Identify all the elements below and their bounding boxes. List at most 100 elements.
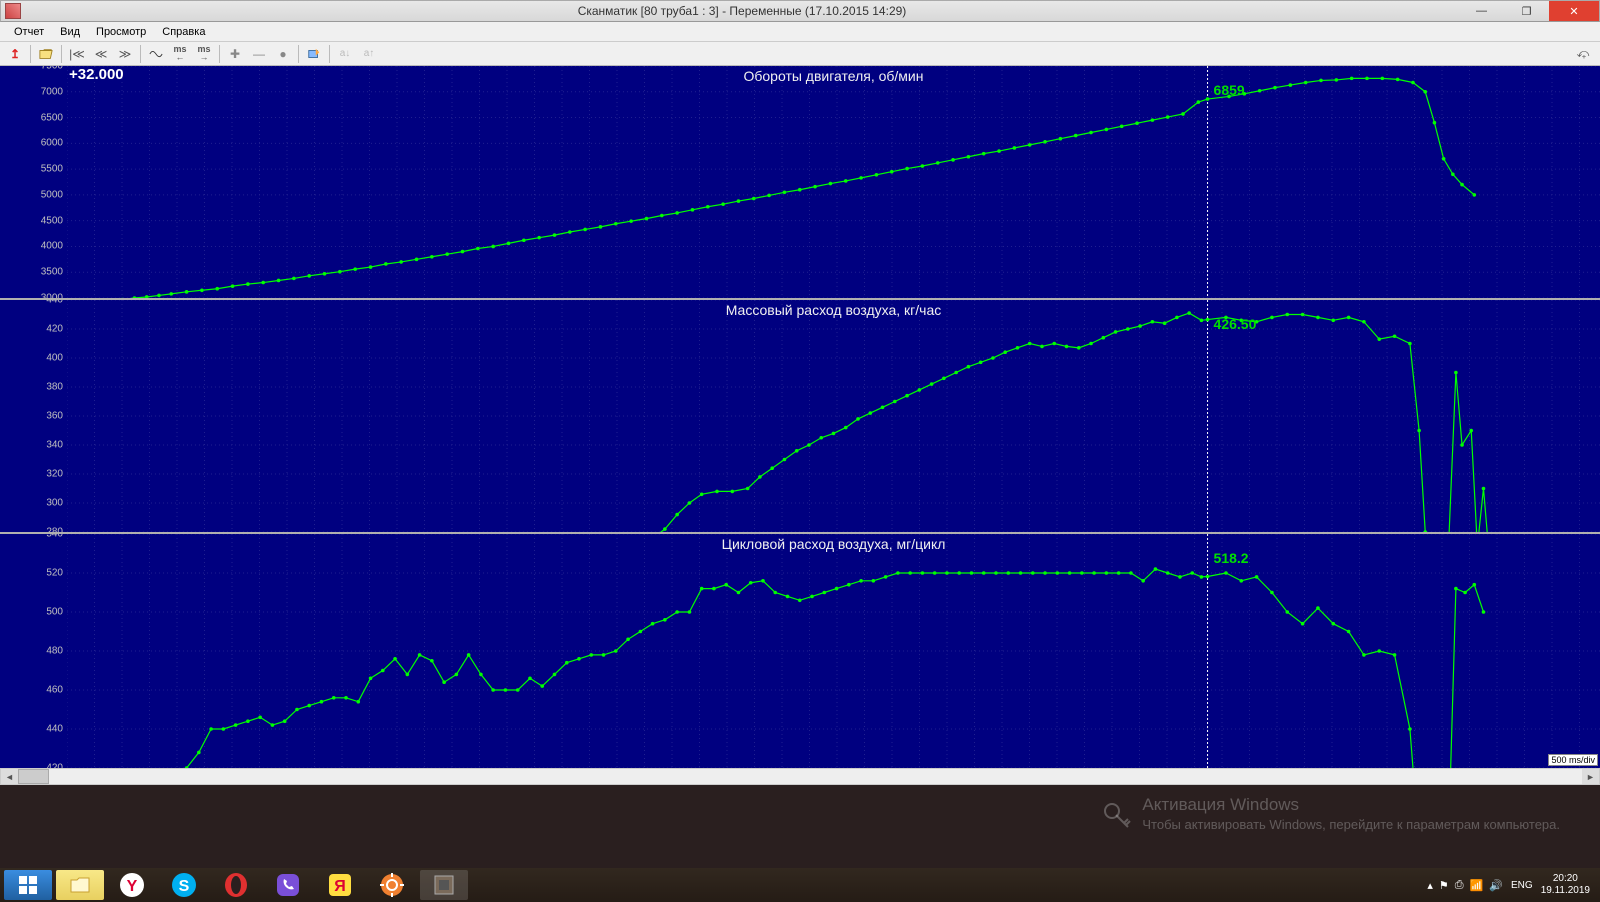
time-label: +32.000	[69, 66, 124, 83]
window-buttons: — ❐ ✕	[1459, 1, 1599, 21]
y-axis: 420440460480500520540	[0, 534, 67, 768]
svg-text:S: S	[179, 878, 190, 895]
scroll-thumb[interactable]	[18, 769, 49, 784]
chart-panel-0[interactable]: 3000350040004500500055006000650070007500…	[0, 66, 1600, 298]
y-tick: 320	[46, 469, 63, 480]
tray-time: 20:20	[1541, 873, 1590, 885]
y-tick: 480	[46, 646, 63, 657]
task-explorer[interactable]	[56, 870, 104, 900]
tray-flag-icon[interactable]: ⚑	[1439, 879, 1449, 892]
task-skype[interactable]: S	[160, 870, 208, 900]
chart-panel-1[interactable]: 280300320340360380400420440Массовый расх…	[0, 300, 1600, 532]
text-large-button[interactable]: a↑	[358, 44, 380, 64]
watermark-title: Активация Windows	[1142, 795, 1560, 815]
timediv-label: 500 ms/div	[1548, 754, 1598, 766]
y-tick: 360	[46, 411, 63, 422]
menu-bar: Отчет Вид Просмотр Справка	[0, 22, 1600, 42]
minus-button[interactable]: —	[248, 44, 270, 64]
y-tick: 400	[46, 353, 63, 364]
toolbar: ↥ |≪ ≪ ≫ ms← ms→ ✚ — ● a↓ a↑ ⤽	[0, 42, 1600, 66]
toolbar-sep	[298, 45, 299, 63]
close-button[interactable]: ✕	[1549, 1, 1599, 21]
system-tray: ▴ ⚑ ⎙ 📶 🔊 ENG 20:20 19.11.2019	[1427, 873, 1596, 897]
plot-area[interactable]: Обороты двигателя, об/мин6859	[67, 66, 1600, 298]
tray-up-icon[interactable]: ▴	[1427, 879, 1433, 892]
menu-report[interactable]: Отчет	[6, 24, 52, 40]
task-opera[interactable]	[212, 870, 260, 900]
windows-icon	[18, 875, 38, 895]
toolbar-sep	[30, 45, 31, 63]
menu-help[interactable]: Справка	[154, 24, 213, 40]
nav-prev-button[interactable]: ≪	[90, 44, 112, 64]
cursor-value: 426.50	[1214, 316, 1257, 332]
horizontal-scrollbar[interactable]: ◄ ►	[0, 768, 1600, 785]
scroll-track[interactable]	[18, 769, 1582, 784]
y-tick: 440	[46, 300, 63, 306]
taskbar: Y S Я ▴ ⚑ ⎙ 📶 🔊 ENG 20:20 19.11.2019	[0, 868, 1600, 902]
key-icon	[1102, 801, 1132, 831]
export-button[interactable]	[303, 44, 325, 64]
maximize-button[interactable]: ❐	[1504, 1, 1549, 21]
y-tick: 500	[46, 607, 63, 618]
scroll-left-button[interactable]: ◄	[1, 769, 18, 784]
menu-view[interactable]: Вид	[52, 24, 88, 40]
nav-first-button[interactable]: |≪	[66, 44, 88, 64]
y-tick: 7000	[41, 86, 63, 97]
sine-button[interactable]	[145, 44, 167, 64]
minimize-button[interactable]: —	[1459, 1, 1504, 21]
toolbar-sep	[329, 45, 330, 63]
cursor-value: 6859	[1214, 82, 1245, 98]
y-tick: 7500	[41, 66, 63, 72]
up-button[interactable]: ↥	[4, 44, 26, 64]
panel-title: Цикловой расход воздуха, мг/цикл	[67, 536, 1600, 552]
task-scanmatic[interactable]	[420, 870, 468, 900]
plus-button[interactable]: ✚	[224, 44, 246, 64]
tray-icons[interactable]: ▴ ⚑ ⎙ 📶 🔊	[1427, 879, 1503, 892]
activation-watermark: Активация Windows Чтобы активировать Win…	[1142, 795, 1560, 832]
y-axis: 3000350040004500500055006000650070007500	[0, 66, 67, 298]
y-tick: 540	[46, 534, 63, 540]
chart-area: 3000350040004500500055006000650070007500…	[0, 66, 1600, 768]
start-button[interactable]	[4, 870, 52, 900]
chart-panel-2[interactable]: 420440460480500520540Цикловой расход воз…	[0, 534, 1600, 768]
y-tick: 380	[46, 382, 63, 393]
menu-browse[interactable]: Просмотр	[88, 24, 154, 40]
watermark-sub: Чтобы активировать Windows, перейдите к …	[1142, 817, 1560, 832]
tray-date: 19.11.2019	[1541, 885, 1590, 897]
task-viber[interactable]	[264, 870, 312, 900]
ms-button[interactable]: ms←	[169, 44, 191, 64]
panel-title: Обороты двигателя, об/мин	[67, 68, 1600, 84]
svg-text:Y: Y	[127, 878, 138, 895]
y-tick: 300	[46, 498, 63, 509]
toolbar-sep	[219, 45, 220, 63]
y-tick: 520	[46, 568, 63, 579]
plot-area[interactable]: Массовый расход воздуха, кг/час426.50	[67, 300, 1600, 532]
tray-clock[interactable]: 20:20 19.11.2019	[1541, 873, 1590, 897]
app-icon	[5, 3, 21, 19]
dot-button[interactable]: ●	[272, 44, 294, 64]
text-small-button[interactable]: a↓	[334, 44, 356, 64]
share-button[interactable]: ⤽	[1572, 44, 1594, 64]
scroll-right-button[interactable]: ►	[1582, 769, 1599, 784]
y-tick: 6500	[41, 112, 63, 123]
nav-next-button[interactable]: ≫	[114, 44, 136, 64]
tray-language[interactable]: ENG	[1511, 880, 1533, 891]
task-yandex[interactable]: Y	[108, 870, 156, 900]
y-tick: 340	[46, 440, 63, 451]
tray-device-icon[interactable]: ⎙	[1455, 879, 1464, 892]
plot-area[interactable]: Цикловой расход воздуха, мг/цикл518.2	[67, 534, 1600, 768]
ms-plus-button[interactable]: ms→	[193, 44, 215, 64]
y-tick: 460	[46, 685, 63, 696]
task-yandex2[interactable]: Я	[316, 870, 364, 900]
y-tick: 6000	[41, 138, 63, 149]
tray-network-icon[interactable]: 📶	[1470, 879, 1484, 892]
y-tick: 5500	[41, 164, 63, 175]
y-tick: 420	[46, 324, 63, 335]
toolbar-sep	[140, 45, 141, 63]
window-title: Сканматик [80 труба1 : 3] - Переменные (…	[25, 4, 1459, 18]
panel-title: Массовый расход воздуха, кг/час	[67, 302, 1600, 318]
task-settings[interactable]	[368, 870, 416, 900]
svg-text:Я: Я	[334, 878, 346, 895]
tray-volume-icon[interactable]: 🔊	[1489, 879, 1503, 892]
open-button[interactable]	[35, 44, 57, 64]
